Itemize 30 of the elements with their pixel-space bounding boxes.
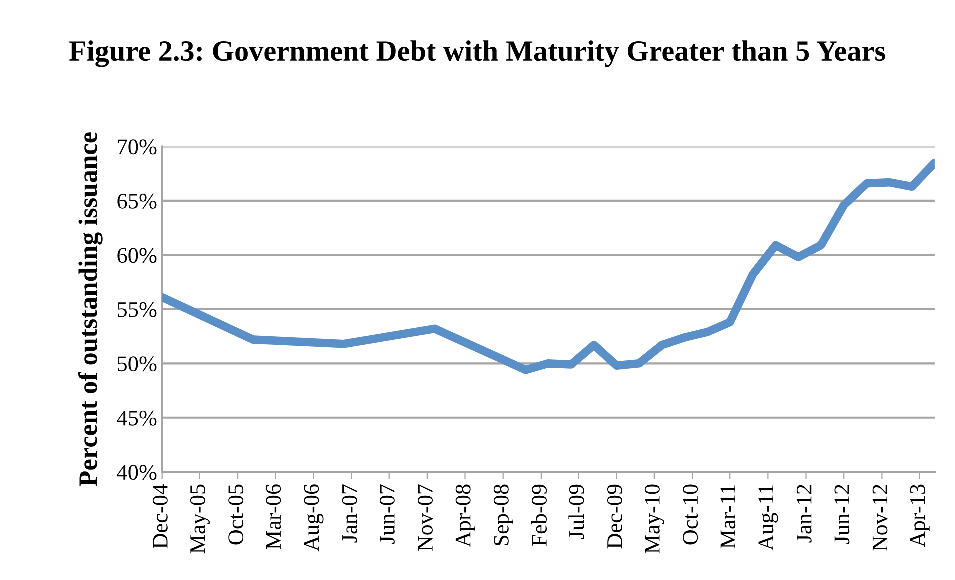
x-tick-label: Jul-09 (568, 484, 584, 540)
x-tick-label: Aug-11 (758, 485, 778, 551)
y-tick-label: 70% (118, 140, 157, 155)
x-tick-label: Dec-09 (607, 484, 622, 549)
x-tick-label: Jan-12 (796, 485, 812, 543)
x-tick-label: Mar-06 (266, 484, 282, 550)
y-tick-label: 45% (117, 410, 157, 426)
x-tick-label: Oct-05 (228, 484, 244, 545)
y-tick-label: 50% (118, 356, 157, 372)
x-tick-label: Jan-07 (342, 484, 358, 543)
x-tick-label: Apr-13 (910, 484, 930, 548)
y-tick-label: 65% (118, 194, 157, 209)
y-axis-title: Percent of outstanding issuance (78, 132, 103, 487)
x-tick-label: Mar-11 (720, 485, 736, 549)
x-tick-label: Feb-09 (531, 484, 547, 546)
y-tick-label: 55% (118, 302, 157, 318)
x-tick-label: Aug-06 (304, 484, 324, 552)
x-tick-label: May-05 (190, 484, 210, 554)
x-tick-label: Dec-04 (152, 484, 168, 549)
x-tick-label: Jun-07 (380, 484, 395, 544)
x-tick-label: Nov-12 (872, 485, 888, 552)
x-tick-label: Apr-08 (456, 484, 476, 548)
x-tick-label: Sep-08 (494, 484, 514, 546)
x-tick-label: May-10 (644, 484, 665, 554)
x-tick-label: Oct-10 (683, 484, 698, 545)
y-tick-label: 40% (117, 465, 157, 480)
chart-title: Figure 2.3: Government Debt with Maturity Greater than 5 Years (69, 40, 886, 68)
x-tick-label: Jun-12 (834, 485, 850, 544)
x-tick-label: Nov-07 (418, 484, 433, 552)
y-tick-label: 60% (118, 248, 157, 264)
